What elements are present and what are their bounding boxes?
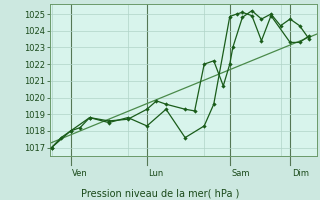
Text: Lun: Lun <box>148 169 164 178</box>
Text: Ven: Ven <box>72 169 88 178</box>
Text: Pression niveau de la mer( hPa ): Pression niveau de la mer( hPa ) <box>81 188 239 198</box>
Text: Dim: Dim <box>292 169 309 178</box>
Text: Sam: Sam <box>231 169 250 178</box>
